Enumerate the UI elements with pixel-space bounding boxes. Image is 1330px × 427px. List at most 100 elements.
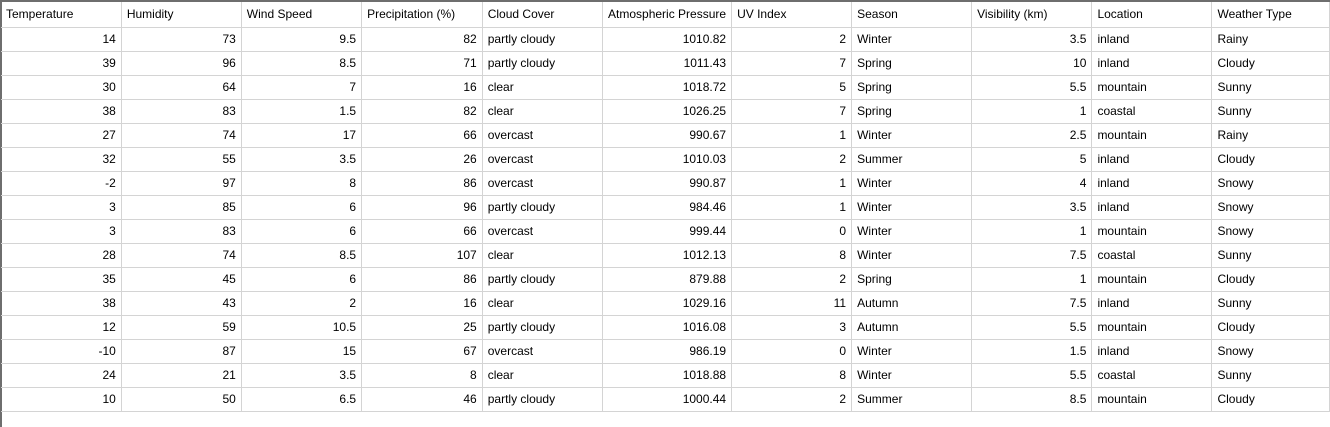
cell-temperature[interactable]: 38 bbox=[1, 291, 122, 316]
cell-weather-type[interactable]: Sunny bbox=[1211, 243, 1330, 268]
cell-precipitation[interactable]: 16 bbox=[361, 291, 483, 316]
cell-wind-speed[interactable]: 6 bbox=[241, 195, 363, 220]
cell-uv-index[interactable]: 1 bbox=[731, 171, 853, 196]
cell-atmospheric-pressure[interactable]: 1012.13 bbox=[602, 243, 733, 268]
cell-cloud-cover[interactable]: partly cloudy bbox=[482, 387, 604, 412]
cell-weather-type[interactable]: Cloudy bbox=[1211, 51, 1330, 76]
cell-precipitation[interactable]: 107 bbox=[361, 243, 483, 268]
cell-uv-index[interactable]: 11 bbox=[731, 291, 853, 316]
cell-precipitation[interactable]: 67 bbox=[361, 339, 483, 364]
cell-precipitation[interactable]: 46 bbox=[361, 387, 483, 412]
cell-precipitation[interactable]: 82 bbox=[361, 27, 483, 52]
header-cell-temperature[interactable]: Temperature bbox=[1, 2, 122, 28]
cell-location[interactable]: coastal bbox=[1091, 363, 1213, 388]
cell-season[interactable]: Spring bbox=[851, 75, 973, 100]
cell-atmospheric-pressure[interactable]: 984.46 bbox=[602, 195, 733, 220]
cell-uv-index[interactable]: 0 bbox=[731, 219, 853, 244]
cell-atmospheric-pressure[interactable]: 999.44 bbox=[602, 219, 733, 244]
cell-temperature[interactable]: 32 bbox=[1, 147, 122, 172]
header-cell-season[interactable]: Season bbox=[851, 2, 973, 28]
cell-uv-index[interactable]: 3 bbox=[731, 315, 853, 340]
cell-humidity[interactable]: 87 bbox=[121, 339, 242, 364]
cell-season[interactable]: Winter bbox=[851, 171, 973, 196]
cell-visibility[interactable]: 4 bbox=[971, 171, 1093, 196]
cell-wind-speed[interactable]: 17 bbox=[241, 123, 363, 148]
cell-humidity[interactable]: 64 bbox=[121, 75, 242, 100]
cell-weather-type[interactable]: Snowy bbox=[1211, 219, 1330, 244]
cell-weather-type[interactable]: Cloudy bbox=[1211, 387, 1330, 412]
cell-wind-speed[interactable]: 2 bbox=[241, 291, 363, 316]
cell-visibility[interactable]: 8.5 bbox=[971, 387, 1093, 412]
cell-location[interactable]: mountain bbox=[1091, 315, 1213, 340]
header-cell-precipitation[interactable]: Precipitation (%) bbox=[361, 2, 483, 28]
cell-humidity[interactable]: 85 bbox=[121, 195, 242, 220]
cell-precipitation[interactable]: 86 bbox=[361, 267, 483, 292]
cell-location[interactable]: mountain bbox=[1091, 123, 1213, 148]
cell-atmospheric-pressure[interactable]: 879.88 bbox=[602, 267, 733, 292]
cell-humidity[interactable]: 74 bbox=[121, 243, 242, 268]
header-cell-location[interactable]: Location bbox=[1091, 2, 1213, 28]
cell-uv-index[interactable]: 2 bbox=[731, 267, 853, 292]
cell-uv-index[interactable]: 8 bbox=[731, 243, 853, 268]
cell-humidity[interactable]: 97 bbox=[121, 171, 242, 196]
cell-wind-speed[interactable]: 6.5 bbox=[241, 387, 363, 412]
cell-cloud-cover[interactable]: partly cloudy bbox=[482, 315, 604, 340]
cell-uv-index[interactable]: 5 bbox=[731, 75, 853, 100]
cell-cloud-cover[interactable]: overcast bbox=[482, 123, 604, 148]
cell-location[interactable]: mountain bbox=[1091, 387, 1213, 412]
cell-cloud-cover[interactable]: clear bbox=[482, 243, 604, 268]
cell-weather-type[interactable]: Sunny bbox=[1211, 99, 1330, 124]
cell-cloud-cover[interactable]: partly cloudy bbox=[482, 27, 604, 52]
cell-humidity[interactable]: 83 bbox=[121, 99, 242, 124]
header-cell-weather-type[interactable]: Weather Type bbox=[1211, 2, 1330, 28]
cell-cloud-cover[interactable]: clear bbox=[482, 291, 604, 316]
header-cell-visibility[interactable]: Visibility (km) bbox=[971, 2, 1093, 28]
cell-atmospheric-pressure[interactable]: 1018.72 bbox=[602, 75, 733, 100]
cell-atmospheric-pressure[interactable]: 1016.08 bbox=[602, 315, 733, 340]
cell-temperature[interactable]: 35 bbox=[1, 267, 122, 292]
cell-precipitation[interactable]: 71 bbox=[361, 51, 483, 76]
cell-visibility[interactable]: 5.5 bbox=[971, 75, 1093, 100]
cell-weather-type[interactable]: Cloudy bbox=[1211, 267, 1330, 292]
cell-weather-type[interactable]: Sunny bbox=[1211, 291, 1330, 316]
cell-visibility[interactable]: 1 bbox=[971, 219, 1093, 244]
cell-location[interactable]: mountain bbox=[1091, 267, 1213, 292]
cell-humidity[interactable]: 74 bbox=[121, 123, 242, 148]
cell-precipitation[interactable]: 26 bbox=[361, 147, 483, 172]
cell-season[interactable]: Winter bbox=[851, 339, 973, 364]
cell-cloud-cover[interactable]: overcast bbox=[482, 219, 604, 244]
header-cell-wind-speed[interactable]: Wind Speed bbox=[241, 2, 363, 28]
cell-atmospheric-pressure[interactable]: 1026.25 bbox=[602, 99, 733, 124]
cell-visibility[interactable]: 1.5 bbox=[971, 339, 1093, 364]
header-cell-atmospheric-pressure[interactable]: Atmospheric Pressure bbox=[602, 2, 733, 28]
cell-season[interactable]: Winter bbox=[851, 195, 973, 220]
cell-location[interactable]: inland bbox=[1091, 27, 1213, 52]
cell-cloud-cover[interactable]: partly cloudy bbox=[482, 195, 604, 220]
cell-atmospheric-pressure[interactable]: 1010.03 bbox=[602, 147, 733, 172]
cell-visibility[interactable]: 10 bbox=[971, 51, 1093, 76]
cell-visibility[interactable]: 5 bbox=[971, 147, 1093, 172]
cell-temperature[interactable]: 12 bbox=[1, 315, 122, 340]
cell-temperature[interactable]: 30 bbox=[1, 75, 122, 100]
cell-wind-speed[interactable]: 8.5 bbox=[241, 243, 363, 268]
cell-humidity[interactable]: 55 bbox=[121, 147, 242, 172]
cell-cloud-cover[interactable]: partly cloudy bbox=[482, 267, 604, 292]
cell-humidity[interactable]: 83 bbox=[121, 219, 242, 244]
header-cell-humidity[interactable]: Humidity bbox=[121, 2, 242, 28]
cell-uv-index[interactable]: 0 bbox=[731, 339, 853, 364]
cell-uv-index[interactable]: 2 bbox=[731, 387, 853, 412]
header-cell-cloud-cover[interactable]: Cloud Cover bbox=[482, 2, 604, 28]
cell-wind-speed[interactable]: 7 bbox=[241, 75, 363, 100]
cell-weather-type[interactable]: Cloudy bbox=[1211, 147, 1330, 172]
cell-cloud-cover[interactable]: overcast bbox=[482, 339, 604, 364]
cell-cloud-cover[interactable]: overcast bbox=[482, 171, 604, 196]
cell-season[interactable]: Spring bbox=[851, 267, 973, 292]
cell-location[interactable]: inland bbox=[1091, 195, 1213, 220]
cell-season[interactable]: Summer bbox=[851, 387, 973, 412]
cell-atmospheric-pressure[interactable]: 986.19 bbox=[602, 339, 733, 364]
cell-precipitation[interactable]: 16 bbox=[361, 75, 483, 100]
cell-atmospheric-pressure[interactable]: 1029.16 bbox=[602, 291, 733, 316]
cell-season[interactable]: Winter bbox=[851, 219, 973, 244]
cell-weather-type[interactable]: Rainy bbox=[1211, 123, 1330, 148]
cell-location[interactable]: inland bbox=[1091, 51, 1213, 76]
